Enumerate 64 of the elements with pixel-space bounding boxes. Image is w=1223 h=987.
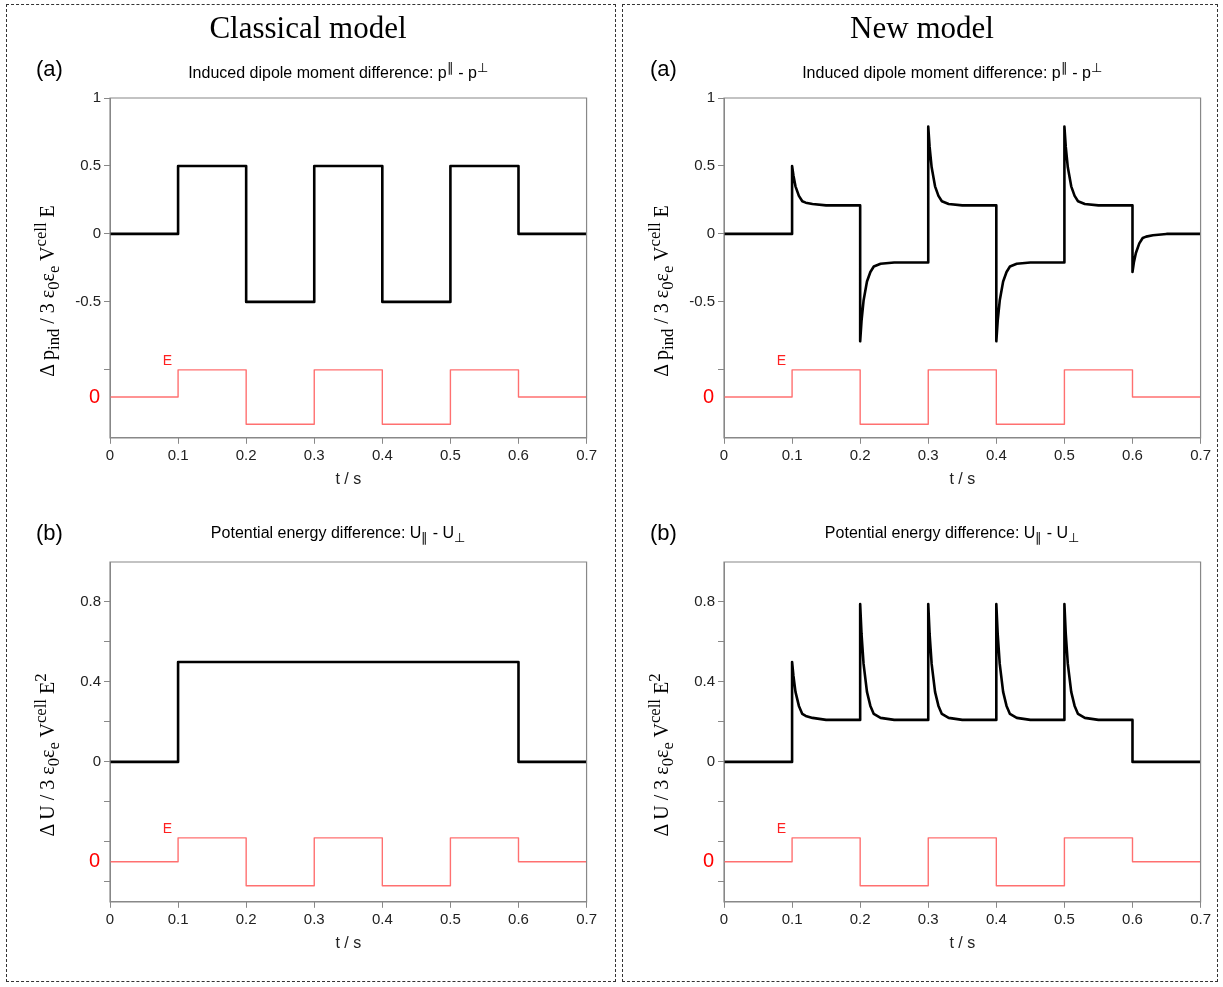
y-tick-label: 0	[706, 752, 715, 770]
chart-title: New model	[849, 9, 995, 47]
x-tick-label: 0	[719, 445, 729, 463]
x-tick-label: 0.4	[985, 445, 1007, 463]
x-tick-label: 0.7	[1190, 909, 1211, 927]
x-tick-label: 0	[105, 445, 115, 463]
series-label: E	[162, 351, 173, 368]
x-tick-label: 0.3	[303, 445, 325, 463]
x-tick-label: 0.3	[917, 909, 939, 927]
x-axis-title: t / s	[949, 469, 976, 487]
x-tick-label: 0.5	[439, 445, 461, 463]
x-tick-label: 0.2	[235, 445, 257, 463]
x-axis-title: t / s	[335, 933, 362, 951]
text: (b)	[36, 520, 63, 546]
text: (b)	[650, 520, 677, 546]
x-tick-label: 0.7	[576, 445, 597, 463]
y-tick-label: 0.5	[80, 156, 101, 174]
x-tick-label: 0.4	[985, 909, 1007, 927]
x-axis-title: t / s	[335, 469, 362, 487]
y-tick-label: 1	[706, 88, 715, 106]
x-tick-label: 0.6	[1122, 909, 1143, 927]
chart-title: Potential energy difference: U$_{∥}$ - U$_{⊥}$	[823, 524, 1081, 546]
x-tick-label: 0.6	[508, 445, 529, 463]
chart-subtitle: Induced dipole moment difference: p$^{∥}$ - p$^{⊥}$	[187, 60, 489, 83]
x-tick-label: 0.3	[917, 445, 939, 463]
series-label: E	[162, 819, 173, 836]
chart-title: Classical model	[208, 9, 408, 47]
x-tick-label: 0.2	[849, 445, 871, 463]
series-label: E	[776, 351, 787, 368]
x-tick-label: 0.6	[508, 909, 529, 927]
x-tick-label: 0.5	[1053, 909, 1075, 927]
x-axis-title: t / s	[949, 933, 976, 951]
chart-subtitle: Induced dipole moment difference: p$^{∥}$ - p$^{⊥}$	[801, 60, 1103, 83]
x-tick-label: 0.6	[1122, 445, 1143, 463]
x-tick-label: 0.4	[371, 445, 393, 463]
x-tick-label: 0.1	[781, 445, 803, 463]
y-tick-label: 0	[706, 224, 715, 242]
text: (a)	[650, 56, 677, 82]
x-tick-label: 0.4	[371, 909, 393, 927]
x-tick-label: 0.3	[303, 909, 325, 927]
x-tick-label: 0.1	[781, 909, 803, 927]
y-tick-label: 1	[92, 88, 101, 106]
y-tick-label: 0.4	[80, 672, 101, 690]
y-tick-label: 0	[92, 224, 101, 242]
x-tick-label: 0.5	[1053, 445, 1075, 463]
series-label: E	[776, 819, 787, 836]
y-tick-label: -0.5	[75, 292, 101, 310]
y-tick-label: 0	[92, 752, 101, 770]
y-tick-label: 0.5	[694, 156, 715, 174]
x-tick-label: 0	[105, 909, 115, 927]
x-tick-label: 0.5	[439, 909, 461, 927]
y-tick-label: 0.8	[80, 592, 101, 610]
x-tick-label: 0.1	[167, 909, 189, 927]
x-tick-label: 0.7	[576, 909, 597, 927]
x-tick-label: 0.1	[167, 445, 189, 463]
x-tick-label: 0.7	[1190, 445, 1211, 463]
x-tick-label: 0	[719, 909, 729, 927]
y-tick-label: 0.4	[694, 672, 715, 690]
x-tick-label: 0.2	[849, 909, 871, 927]
y-tick-label: -0.5	[689, 292, 715, 310]
chart-title: Potential energy difference: U$_{∥}$ - U$_{⊥}$	[209, 524, 467, 546]
y-tick-label: 0.8	[694, 592, 715, 610]
x-tick-label: 0.2	[235, 909, 257, 927]
text: (a)	[36, 56, 63, 82]
